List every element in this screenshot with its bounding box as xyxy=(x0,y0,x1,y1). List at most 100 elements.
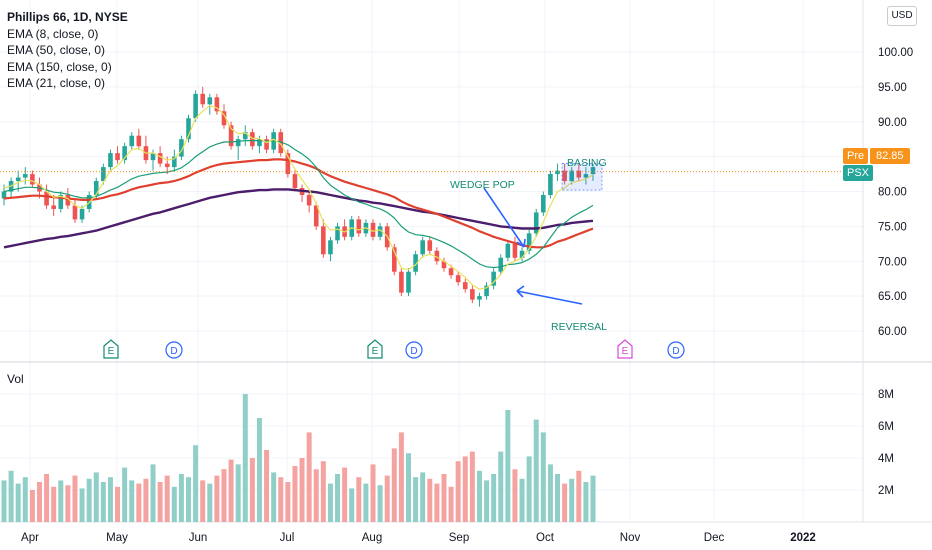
volume-bar xyxy=(491,474,497,522)
volume-bar xyxy=(363,483,369,522)
time-tick-label: Jul xyxy=(280,532,295,544)
volume-bar xyxy=(285,482,291,522)
price-tick-label: 95.00 xyxy=(878,82,907,94)
candle-body xyxy=(541,194,546,213)
annotations: BASING WEDGE POP REVERSAL E D E D E D xyxy=(0,157,863,359)
candle-body xyxy=(491,271,496,286)
time-tick-label: 2022 xyxy=(790,532,816,544)
candle-body xyxy=(462,282,468,290)
candle-body xyxy=(434,250,440,262)
ema-150-line xyxy=(3,188,594,249)
candle-body xyxy=(207,97,213,105)
volume-tick-label: 6M xyxy=(878,421,894,433)
chart-legend: Phillips 66, 1D, NYSE EMA (8, close, 0) … xyxy=(7,9,128,92)
candle-body xyxy=(193,93,198,119)
volume-bar xyxy=(178,474,184,522)
event-marker-letter: E xyxy=(372,346,379,357)
ema-lines xyxy=(3,105,594,290)
candle-body xyxy=(555,170,560,175)
volume-bars xyxy=(1,394,596,522)
volume-bar xyxy=(129,480,135,522)
pre-price-tag: 82.85 xyxy=(870,148,910,164)
candle-body xyxy=(498,257,504,272)
event-marker-letter: D xyxy=(170,346,177,357)
volume-bar xyxy=(1,480,7,522)
volume-bar xyxy=(22,477,28,522)
volume-bar xyxy=(100,482,106,522)
volume-bar xyxy=(200,480,206,522)
volume-bar xyxy=(469,451,475,522)
candle-body xyxy=(250,132,255,147)
volume-bar xyxy=(547,464,553,522)
volume-bar xyxy=(256,418,262,522)
time-tick-label: May xyxy=(106,532,128,544)
candle-body xyxy=(44,191,49,206)
volume-bar xyxy=(264,450,270,522)
volume-bar xyxy=(143,478,149,522)
candle-body xyxy=(93,181,99,195)
volume-bar xyxy=(242,394,248,522)
volume-bar xyxy=(540,432,546,522)
candle-body xyxy=(58,194,64,209)
price-tick-label: 80.00 xyxy=(878,187,907,199)
volume-bar xyxy=(86,478,92,522)
candle-body xyxy=(321,226,326,255)
candle-body xyxy=(22,174,28,178)
candle-body xyxy=(548,174,553,195)
basing-box xyxy=(561,163,603,191)
candle-body xyxy=(406,271,411,293)
candle-body xyxy=(136,135,142,147)
price-tick-label: 65.00 xyxy=(878,291,907,303)
volume-bar xyxy=(306,432,312,522)
ema-50-line xyxy=(3,158,594,249)
volume-bar xyxy=(441,474,447,522)
annotation-label: BASING xyxy=(567,157,607,169)
candle-body xyxy=(505,243,511,258)
symbol-tag: PSX xyxy=(843,165,874,181)
candle-body xyxy=(569,170,575,182)
volume-bar xyxy=(569,478,575,522)
candle-body xyxy=(214,97,220,112)
candle-body xyxy=(477,296,482,300)
volume-bar xyxy=(462,456,468,522)
candle-body xyxy=(484,285,489,297)
volume-bar xyxy=(356,477,362,522)
candle-body xyxy=(328,240,333,255)
volume-bar xyxy=(65,485,71,522)
legend-ema-21[interactable]: EMA (21, close, 0) xyxy=(7,76,106,90)
wedge-pop-arrow xyxy=(483,187,525,248)
candle-body xyxy=(179,139,184,157)
volume-bar xyxy=(313,469,319,522)
volume-bar xyxy=(164,475,170,522)
legend-ema-8[interactable]: EMA (8, close, 0) xyxy=(7,26,99,41)
volume-bar xyxy=(320,461,326,522)
currency-button[interactable]: USD xyxy=(887,6,917,26)
event-marker-letter: E xyxy=(108,346,115,357)
volume-bar xyxy=(391,448,397,522)
legend-ema-50[interactable]: EMA (50, close, 0) xyxy=(7,43,106,57)
volume-bar xyxy=(292,466,298,522)
candle-body xyxy=(306,194,312,206)
candle-body xyxy=(101,167,106,182)
price-tick-label: 90.00 xyxy=(878,117,907,129)
candle-body xyxy=(164,163,170,168)
volume-bar xyxy=(398,432,404,522)
volume-tick-label: 2M xyxy=(878,485,894,497)
legend-ema-150[interactable]: EMA (150, close, 0) xyxy=(7,59,112,74)
volume-bar xyxy=(335,474,341,522)
candle-body xyxy=(392,247,397,272)
candle-body xyxy=(448,268,454,276)
candle-body xyxy=(115,153,120,161)
volume-bar xyxy=(115,486,121,522)
volume-bar xyxy=(576,470,582,522)
pre-label-tag: Pre xyxy=(843,148,869,164)
volume-bar xyxy=(122,467,128,522)
candle-body xyxy=(455,275,461,283)
candle-body xyxy=(186,118,191,140)
event-marker-letter: E xyxy=(622,346,629,357)
ema-8-line xyxy=(3,105,594,290)
candle-body xyxy=(519,250,525,258)
volume-bar xyxy=(36,482,42,522)
volume-bar xyxy=(72,475,78,522)
